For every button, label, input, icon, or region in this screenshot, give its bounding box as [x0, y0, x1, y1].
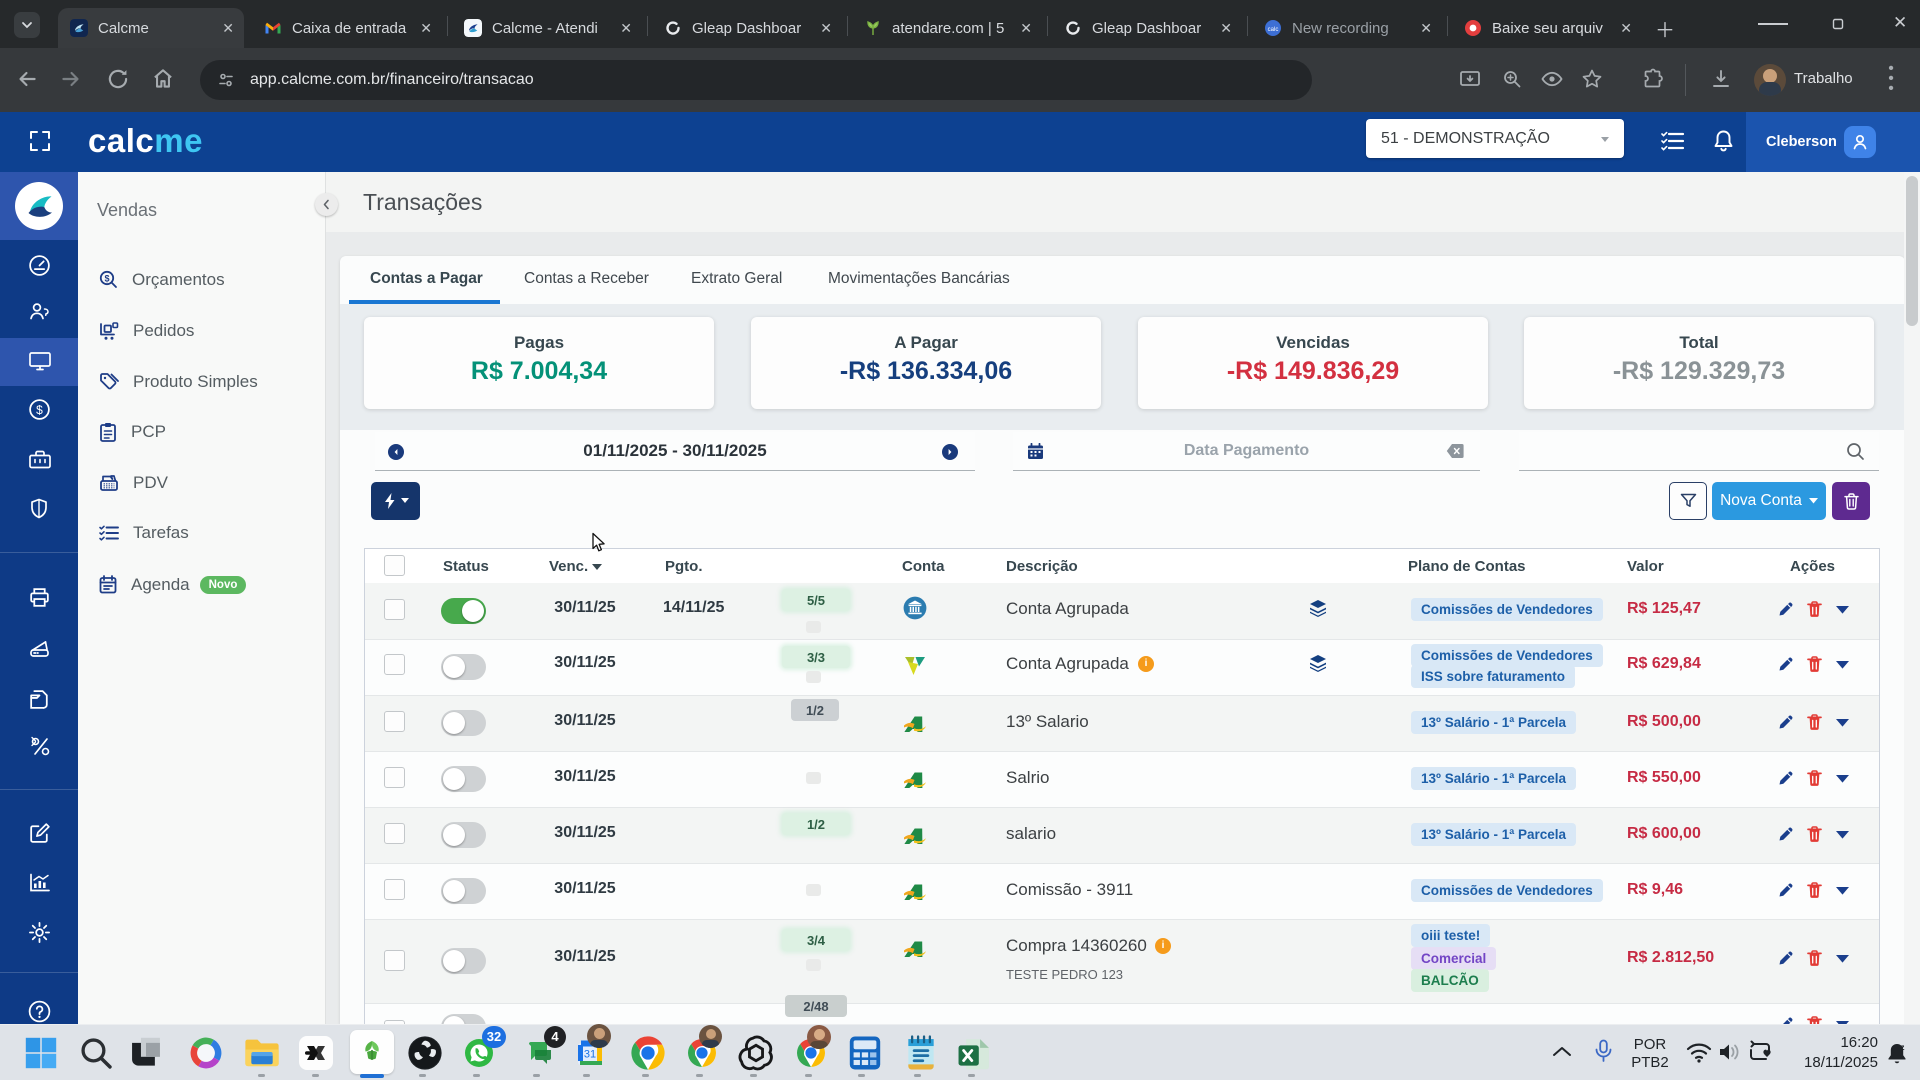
svg-text:$: $	[36, 403, 43, 417]
svg-text:31: 31	[584, 1049, 596, 1061]
svg-text:calc: calc	[1268, 27, 1279, 33]
svg-text:$: $	[104, 273, 109, 283]
svg-text:z: z	[1901, 1043, 1905, 1052]
